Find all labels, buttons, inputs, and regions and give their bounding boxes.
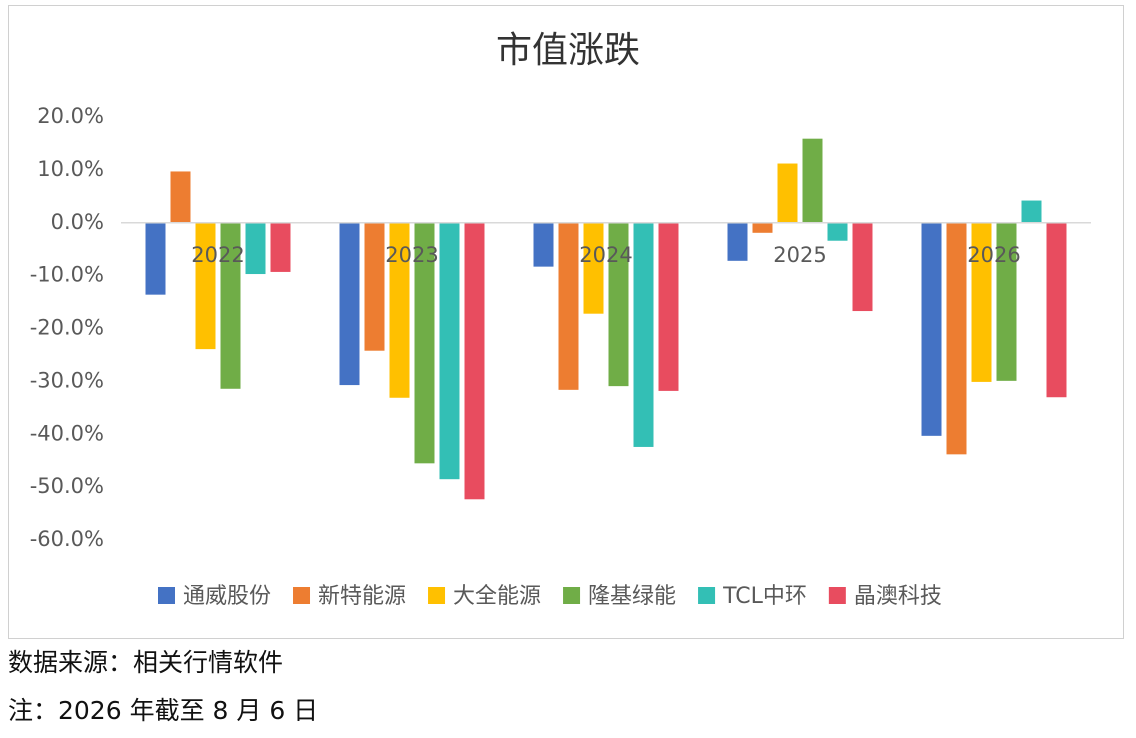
y-tick-label: -30.0%	[30, 368, 104, 392]
y-tick-label: -20.0%	[30, 316, 104, 340]
x-tick-label: 2022	[191, 243, 244, 267]
bar	[170, 171, 191, 223]
bar	[1021, 200, 1042, 223]
bar	[439, 222, 460, 480]
legend-label: 新特能源	[318, 584, 406, 609]
y-tick-label: 0.0%	[51, 210, 104, 234]
bar	[533, 222, 554, 267]
y-tick-label: 20.0%	[37, 104, 104, 128]
legend-swatch	[563, 587, 581, 604]
legend-swatch	[158, 587, 175, 604]
legend-label: 通威股份	[183, 584, 271, 609]
bar	[558, 222, 579, 390]
y-tick-label: -50.0%	[30, 474, 104, 498]
bar	[270, 222, 291, 272]
y-tick-label: -10.0%	[30, 263, 104, 287]
x-tick-label: 2025	[773, 243, 826, 267]
legend-label: 晶澳科技	[854, 584, 942, 609]
legend-label: 大全能源	[453, 584, 541, 609]
bar	[145, 222, 166, 295]
bar	[608, 222, 629, 387]
bar	[364, 222, 385, 351]
y-tick-label: -60.0%	[30, 527, 104, 551]
y-tick-label: 10.0%	[37, 157, 104, 181]
source-note: 数据来源：相关行情软件	[8, 648, 283, 677]
bar	[583, 222, 604, 314]
bar	[852, 222, 873, 312]
bar	[414, 222, 435, 464]
legend-label: 隆基绿能	[588, 584, 676, 609]
bar	[339, 222, 360, 386]
bar	[727, 222, 748, 261]
footnote: 注：2026 年截至 8 月 6 日	[8, 696, 318, 725]
x-tick-label: 2024	[579, 243, 632, 267]
bar	[658, 222, 679, 391]
x-tick-label: 2026	[967, 243, 1020, 267]
legend-swatch	[293, 587, 311, 604]
bar	[752, 222, 773, 233]
legend-swatch	[828, 587, 846, 604]
x-tick-label: 2023	[385, 243, 438, 267]
bar	[389, 222, 410, 398]
bar	[827, 222, 848, 241]
bar	[777, 163, 798, 223]
bar	[245, 222, 266, 275]
chart-title: 市值涨跌	[496, 30, 640, 71]
bar	[633, 222, 654, 447]
bar	[996, 222, 1017, 381]
bar	[971, 222, 992, 382]
y-tick-label: -40.0%	[30, 421, 104, 445]
legend-label: TCL中环	[722, 584, 807, 609]
bar	[220, 222, 241, 389]
bar	[946, 222, 967, 455]
bar	[464, 222, 485, 500]
bar	[921, 222, 942, 436]
legend-swatch	[698, 587, 716, 604]
bar	[1046, 222, 1067, 398]
bar	[195, 222, 216, 350]
legend-swatch	[428, 587, 446, 604]
bar	[802, 138, 823, 223]
